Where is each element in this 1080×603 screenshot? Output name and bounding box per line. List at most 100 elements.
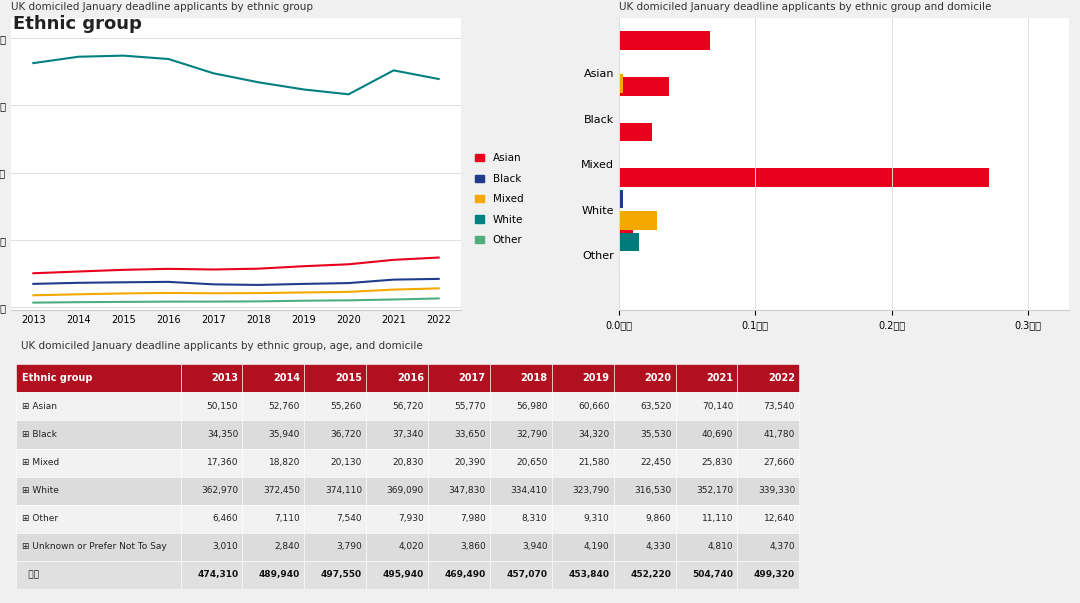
- Other: [117, 298, 130, 306]
- Text: UK domiciled January deadline applicants by ethnic group, age, and domicile: UK domiciled January deadline applicants…: [22, 341, 423, 350]
- FancyBboxPatch shape: [180, 561, 242, 589]
- FancyBboxPatch shape: [366, 420, 428, 449]
- Other: [27, 299, 40, 306]
- Text: 20,830: 20,830: [392, 458, 423, 467]
- Text: 2013: 2013: [212, 373, 239, 384]
- Text: ⊞ Asian: ⊞ Asian: [23, 402, 57, 411]
- Text: 总计: 总计: [23, 570, 40, 579]
- Text: ⊞ Unknown or Prefer Not To Say: ⊞ Unknown or Prefer Not To Say: [23, 543, 167, 551]
- Text: UK domiciled January deadline applicants by ethnic group: UK domiciled January deadline applicants…: [11, 2, 313, 11]
- Text: 37,340: 37,340: [392, 430, 423, 439]
- FancyBboxPatch shape: [613, 420, 676, 449]
- Text: 56,720: 56,720: [392, 402, 423, 411]
- FancyBboxPatch shape: [552, 393, 613, 420]
- Black: [72, 279, 85, 286]
- Text: 4,330: 4,330: [646, 543, 672, 551]
- FancyBboxPatch shape: [16, 420, 180, 449]
- Text: 2,840: 2,840: [274, 543, 300, 551]
- Line: Other: Other: [33, 298, 438, 303]
- Black: [207, 281, 220, 288]
- Text: 27,660: 27,660: [764, 458, 795, 467]
- FancyBboxPatch shape: [180, 449, 242, 476]
- FancyBboxPatch shape: [613, 505, 676, 533]
- Text: 339,330: 339,330: [758, 486, 795, 495]
- Text: 56,980: 56,980: [516, 402, 548, 411]
- Text: 347,830: 347,830: [448, 486, 486, 495]
- FancyBboxPatch shape: [428, 449, 490, 476]
- Text: 3,940: 3,940: [522, 543, 548, 551]
- FancyBboxPatch shape: [552, 449, 613, 476]
- FancyBboxPatch shape: [242, 476, 305, 505]
- Asian: [432, 254, 445, 261]
- Asian: [207, 266, 220, 273]
- FancyBboxPatch shape: [428, 561, 490, 589]
- FancyBboxPatch shape: [428, 505, 490, 533]
- FancyBboxPatch shape: [490, 449, 552, 476]
- FancyBboxPatch shape: [16, 393, 180, 420]
- Text: 7,930: 7,930: [399, 514, 423, 523]
- White: [432, 75, 445, 83]
- Text: 50,150: 50,150: [206, 402, 239, 411]
- FancyBboxPatch shape: [366, 449, 428, 476]
- Text: 20,650: 20,650: [516, 458, 548, 467]
- FancyBboxPatch shape: [366, 393, 428, 420]
- White: [342, 90, 355, 98]
- Text: 12,640: 12,640: [764, 514, 795, 523]
- Text: 497,550: 497,550: [321, 570, 362, 579]
- FancyBboxPatch shape: [305, 505, 366, 533]
- Text: 73,540: 73,540: [764, 402, 795, 411]
- FancyBboxPatch shape: [305, 533, 366, 561]
- FancyBboxPatch shape: [490, 505, 552, 533]
- Asian: [342, 260, 355, 268]
- Text: 495,940: 495,940: [382, 570, 423, 579]
- FancyBboxPatch shape: [366, 561, 428, 589]
- FancyBboxPatch shape: [366, 533, 428, 561]
- FancyBboxPatch shape: [490, 393, 552, 420]
- Text: ⊞ Other: ⊞ Other: [23, 514, 58, 523]
- Mixed: [342, 288, 355, 295]
- Text: 40,690: 40,690: [702, 430, 733, 439]
- Bar: [619, 168, 988, 187]
- Asian: [387, 256, 400, 264]
- White: [387, 67, 400, 74]
- Mixed: [117, 290, 130, 297]
- Text: 469,490: 469,490: [445, 570, 486, 579]
- FancyBboxPatch shape: [305, 476, 366, 505]
- Asian: [162, 265, 175, 273]
- FancyBboxPatch shape: [613, 449, 676, 476]
- Text: 25,830: 25,830: [702, 458, 733, 467]
- Text: 8,310: 8,310: [522, 514, 548, 523]
- Black: [117, 279, 130, 286]
- FancyBboxPatch shape: [676, 364, 738, 393]
- FancyBboxPatch shape: [428, 533, 490, 561]
- Text: 474,310: 474,310: [197, 570, 239, 579]
- White: [162, 55, 175, 63]
- FancyBboxPatch shape: [738, 420, 799, 449]
- Text: 316,530: 316,530: [634, 486, 672, 495]
- Text: 4,370: 4,370: [769, 543, 795, 551]
- FancyBboxPatch shape: [180, 476, 242, 505]
- Text: ⊞ White: ⊞ White: [23, 486, 59, 495]
- Asian: [72, 268, 85, 275]
- FancyBboxPatch shape: [738, 561, 799, 589]
- FancyBboxPatch shape: [242, 561, 305, 589]
- White: [27, 60, 40, 67]
- Legend: Asian, Black, Mixed, White, Other: Asian, Black, Mixed, White, Other: [471, 150, 527, 249]
- Black: [342, 279, 355, 286]
- Text: Ethnic group: Ethnic group: [13, 15, 141, 33]
- FancyBboxPatch shape: [305, 393, 366, 420]
- Bar: [619, 233, 639, 251]
- Text: 34,320: 34,320: [578, 430, 609, 439]
- Text: 3,790: 3,790: [336, 543, 362, 551]
- White: [117, 52, 130, 59]
- Other: [207, 298, 220, 305]
- Mixed: [432, 285, 445, 292]
- FancyBboxPatch shape: [490, 533, 552, 561]
- FancyBboxPatch shape: [16, 449, 180, 476]
- FancyBboxPatch shape: [552, 420, 613, 449]
- FancyBboxPatch shape: [366, 364, 428, 393]
- Other: [252, 298, 265, 305]
- FancyBboxPatch shape: [738, 449, 799, 476]
- FancyBboxPatch shape: [738, 393, 799, 420]
- Bar: [619, 74, 623, 93]
